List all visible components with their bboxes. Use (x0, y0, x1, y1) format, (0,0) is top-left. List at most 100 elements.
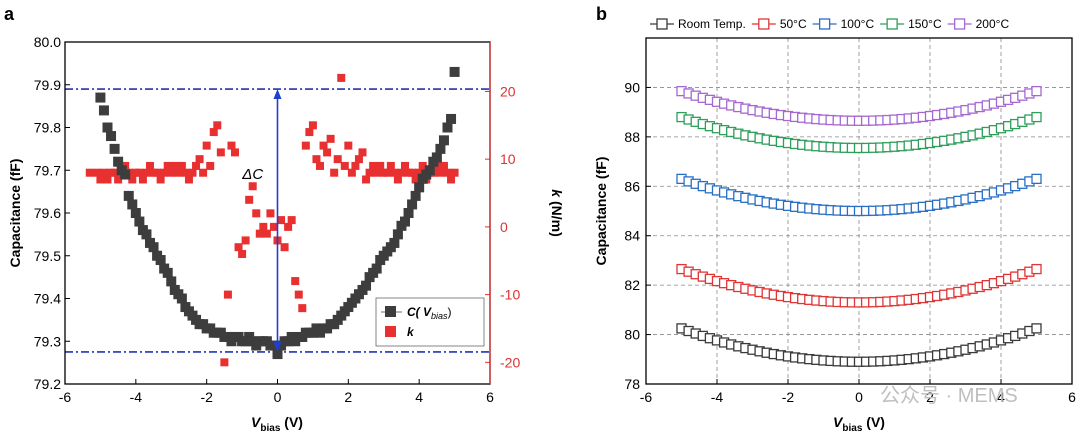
k-point (195, 155, 204, 164)
panel-b-plot-frame (645, 37, 1073, 385)
k-point (358, 148, 367, 157)
k-point (390, 168, 399, 177)
k-point (347, 168, 356, 177)
b-y-tick-label: 78 (624, 376, 640, 392)
capacitance-point (166, 276, 177, 287)
b-y-tick-label: 82 (624, 277, 640, 293)
k-point (269, 222, 278, 231)
a-y-tick-label: 79.4 (34, 291, 61, 307)
k-point (199, 168, 208, 177)
capacitance-point (435, 143, 446, 154)
k-point (167, 168, 176, 177)
capacitance-point (268, 340, 279, 351)
capacitance-point (162, 267, 173, 278)
panel-b-ylabel: Capacitance (fF) (593, 157, 609, 266)
b-legend-marker-4 (953, 18, 966, 30)
a-x-tick-label: 0 (274, 389, 282, 405)
k-point (174, 168, 183, 177)
k-point (209, 128, 218, 137)
a-x-tick-label: 2 (344, 389, 352, 405)
panel-b-legend: Room Temp. 50°C 100°C 150°C 200°C (650, 17, 1009, 31)
k-point (397, 168, 406, 177)
a-y-tick-label: 79.8 (34, 120, 61, 136)
k-point (177, 161, 186, 170)
capacitance-point (95, 92, 106, 103)
capacitance-point (127, 199, 138, 210)
a-x-tick-label: 4 (415, 389, 423, 405)
a-y2-tick-label: -10 (500, 287, 520, 303)
capacitance-point (176, 293, 187, 304)
capacitance-point (389, 237, 400, 248)
b-y-tick-label: 86 (624, 178, 640, 194)
capacitance-point (449, 66, 460, 77)
k-point (238, 249, 247, 258)
capacitance-point (106, 131, 117, 142)
k-point (294, 290, 303, 299)
capacitance-point (148, 242, 159, 253)
b-y-tick-label: 88 (624, 129, 640, 145)
k-point (138, 175, 147, 184)
b-y-tick-label: 84 (624, 228, 640, 244)
k-point (337, 73, 346, 82)
k-point (323, 148, 332, 157)
k-point (259, 222, 268, 231)
b-x-tick-label: -6 (640, 389, 653, 405)
b-x-tick-label: 2 (926, 389, 934, 405)
k-point (376, 161, 385, 170)
b-y-tick-label: 90 (624, 79, 640, 95)
k-point (411, 175, 420, 184)
k-point (280, 243, 289, 252)
k-point (128, 175, 137, 184)
k-point (369, 161, 378, 170)
k-point (291, 277, 300, 286)
capacitance-point (102, 122, 113, 133)
k-point (362, 175, 371, 184)
b-y-tick-label: 80 (624, 327, 640, 343)
k-point (287, 216, 296, 225)
b-legend-marker-0 (656, 18, 668, 30)
k-point (333, 155, 342, 164)
capacitance-point (120, 169, 131, 180)
k-point (439, 161, 448, 170)
b-point-series-3 (1031, 111, 1042, 123)
k-point (365, 168, 374, 177)
b-legend-marker-1 (758, 18, 770, 30)
panel-b-xlabel: Vbias (V) (833, 414, 885, 434)
capacitance-point (130, 208, 141, 218)
k-point (408, 168, 417, 177)
k-point (223, 290, 232, 299)
b-x-tick-label: -4 (711, 389, 724, 405)
k-point (160, 168, 169, 177)
capacitance-point (431, 152, 442, 163)
k-point (114, 175, 123, 184)
k-point (206, 161, 215, 170)
panel-a-xlabel: Vbias (V) (251, 414, 303, 434)
a-y-tick-label: 80.0 (34, 34, 61, 50)
k-point (386, 161, 395, 170)
b-point-series-2 (1031, 173, 1042, 185)
a-x-tick-label: -4 (130, 389, 143, 405)
k-point (96, 175, 105, 184)
panel-b-ticks: -6 -4 -2 0 2 4 6 78 80 82 84 86 88 90 (624, 79, 1076, 405)
k-point (227, 141, 236, 150)
k-point (436, 168, 445, 177)
k-point (330, 168, 339, 177)
k-point (110, 168, 119, 177)
capacitance-point (109, 143, 120, 154)
b-point-series-1 (1031, 263, 1042, 275)
b-x-tick-label: 4 (997, 389, 1005, 405)
b-legend-label-4: 200°C (976, 17, 1010, 31)
k-point (252, 209, 261, 218)
k-point (146, 161, 154, 170)
capacitance-point (361, 280, 372, 291)
a-y-tick-label: 79.7 (34, 162, 61, 178)
k-point (277, 216, 286, 225)
capacitance-point (98, 105, 109, 116)
a-y2-tick-label: 20 (500, 83, 516, 99)
k-point (418, 161, 427, 170)
k-point (241, 236, 250, 245)
k-point (262, 229, 271, 238)
k-point (354, 155, 363, 164)
k-point (450, 168, 459, 177)
